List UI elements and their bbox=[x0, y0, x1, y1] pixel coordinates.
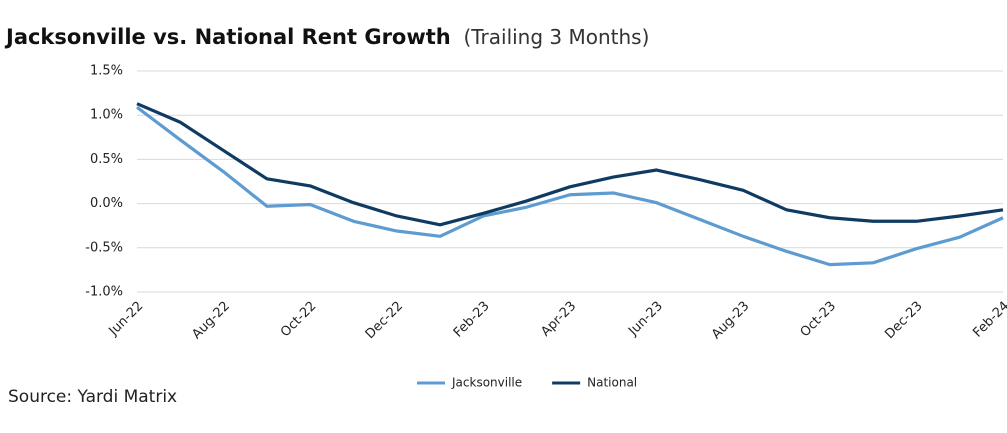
source-note: Source: Yardi Matrix bbox=[8, 387, 177, 407]
legend-label: National bbox=[587, 376, 637, 390]
x-tick-label: Feb-24 bbox=[970, 299, 1007, 341]
x-tick-label: Jun-22 bbox=[106, 299, 147, 340]
series-line bbox=[136, 102, 1004, 227]
chart-title-line: Jacksonville vs. National Rent Growth (T… bbox=[4, 25, 649, 50]
x-tick-label: Apr-23 bbox=[538, 299, 579, 340]
y-tick-label: 0.0% bbox=[90, 196, 123, 211]
x-tick-label: Dec-23 bbox=[882, 299, 925, 342]
y-tick-label: 0.5% bbox=[90, 152, 123, 167]
legend-label: Jacksonville bbox=[451, 376, 522, 390]
chart-title: Jacksonville vs. National Rent Growth bbox=[4, 25, 451, 49]
y-tick-label: -0.5% bbox=[85, 240, 123, 255]
x-tick-label: Jun-23 bbox=[625, 299, 666, 340]
y-tick-label: -1.0% bbox=[85, 285, 123, 300]
x-tick-label: Aug-22 bbox=[189, 299, 233, 343]
y-tick-label: 1.5% bbox=[90, 64, 123, 79]
series-line bbox=[136, 105, 1004, 267]
x-tick-label: Oct-23 bbox=[798, 299, 840, 341]
y-tick-label: 1.0% bbox=[90, 108, 123, 123]
x-tick-label: Oct-22 bbox=[278, 299, 320, 341]
x-tick-label: Feb-23 bbox=[451, 299, 493, 341]
chart-subtitle: (Trailing 3 Months) bbox=[463, 25, 649, 49]
x-tick-label: Dec-22 bbox=[363, 299, 406, 342]
x-tick-label: Aug-23 bbox=[709, 299, 753, 343]
